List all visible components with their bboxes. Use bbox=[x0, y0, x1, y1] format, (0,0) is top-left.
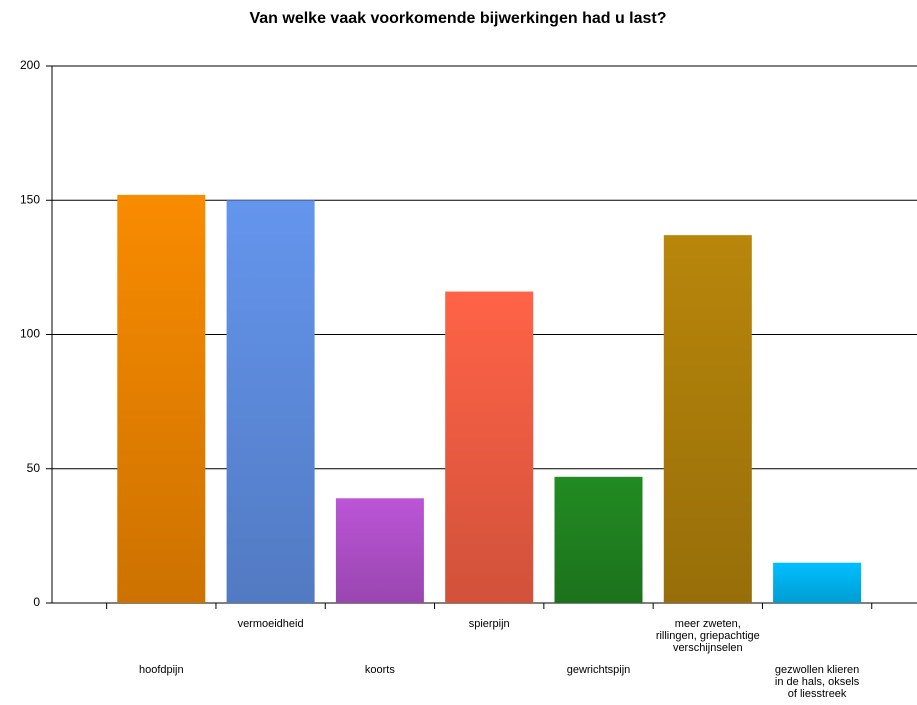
y-tick-label: 50 bbox=[27, 461, 41, 475]
x-tick-label: meer zweten, rillingen, griepachtige ver… bbox=[655, 618, 760, 654]
y-tick-label: 100 bbox=[20, 327, 40, 341]
bar-shade bbox=[663, 235, 752, 603]
x-tick-label: gezwollen klieren in de hals, oksels of … bbox=[774, 664, 860, 700]
bar-shade bbox=[226, 200, 315, 603]
y-tick-label: 200 bbox=[20, 58, 40, 72]
bar-shade bbox=[335, 498, 424, 603]
bar-shade bbox=[117, 194, 206, 603]
bar-shade bbox=[554, 476, 643, 603]
y-tick-label: 0 bbox=[33, 595, 40, 609]
chart-title: Van welke vaak voorkomende bijwerkingen … bbox=[249, 10, 666, 27]
y-tick-label: 150 bbox=[20, 192, 40, 206]
x-tick-label: vermoeidheid bbox=[237, 618, 304, 630]
bar-shade bbox=[773, 562, 862, 603]
bar-shade bbox=[445, 291, 534, 603]
x-tick-label: gewrichtspijn bbox=[566, 664, 631, 676]
x-tick-label: spierpijn bbox=[468, 618, 510, 630]
x-tick-label: koorts bbox=[364, 664, 395, 676]
x-tick-label: hoofdpijn bbox=[138, 664, 184, 676]
